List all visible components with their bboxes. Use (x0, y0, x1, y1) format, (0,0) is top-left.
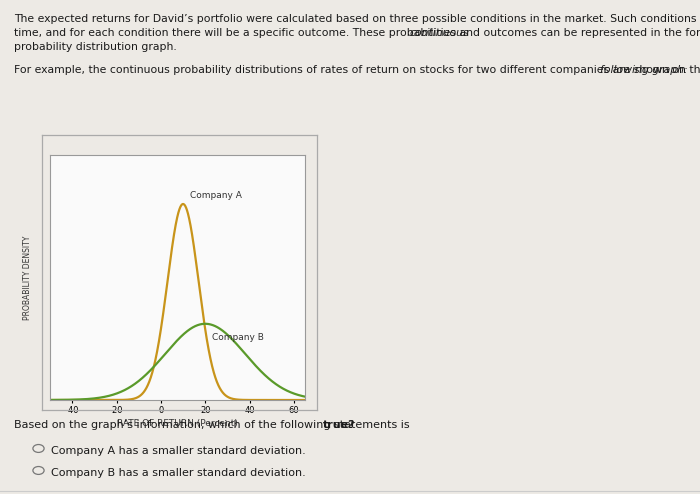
Text: PROBABILITY DENSITY: PROBABILITY DENSITY (24, 235, 32, 320)
Text: The expected returns for David’s portfolio were calculated based on three possib: The expected returns for David’s portfol… (14, 14, 700, 24)
Text: continuous: continuous (410, 28, 469, 38)
Text: time, and for each condition there will be a specific outcome. These probabiliti: time, and for each condition there will … (14, 28, 700, 38)
Text: Company B: Company B (212, 333, 264, 342)
Text: Based on the graph’s information, which of the following statements is: Based on the graph’s information, which … (14, 420, 413, 430)
Text: probability distribution graph.: probability distribution graph. (14, 42, 176, 52)
Text: true?: true? (323, 420, 356, 430)
Text: Company A has a smaller standard deviation.: Company A has a smaller standard deviati… (51, 446, 306, 456)
Text: For example, the continuous probability distributions of rates of return on stoc: For example, the continuous probability … (14, 65, 700, 75)
Text: Company A: Company A (190, 191, 242, 200)
X-axis label: RATE OF RETURN (Percent): RATE OF RETURN (Percent) (117, 419, 238, 428)
Text: following graph:: following graph: (600, 65, 687, 75)
Text: Company B has a smaller standard deviation.: Company B has a smaller standard deviati… (51, 468, 306, 478)
